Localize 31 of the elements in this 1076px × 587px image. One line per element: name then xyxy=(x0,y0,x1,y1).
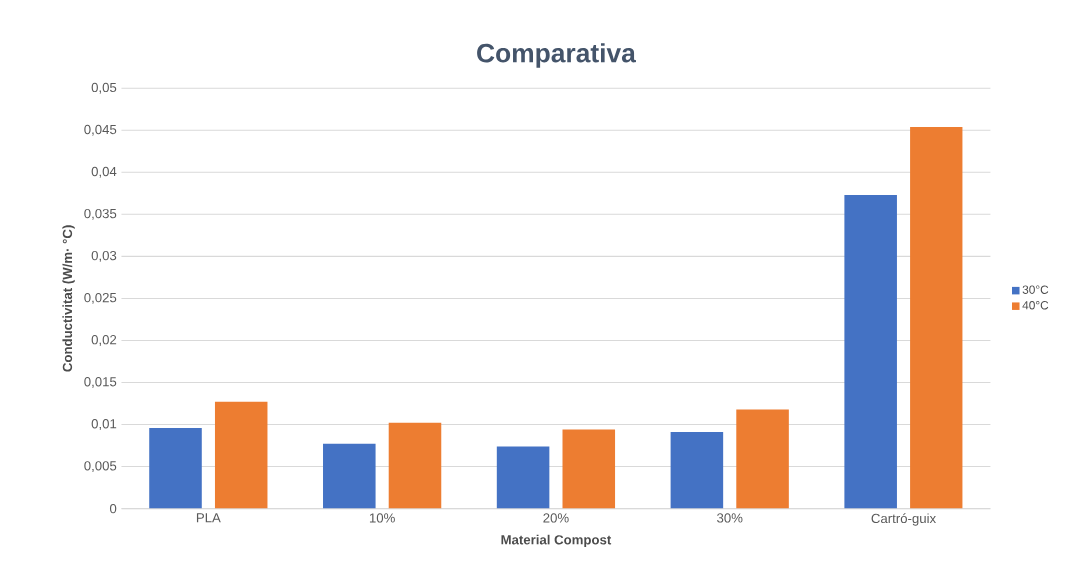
chart-title: Comparativa xyxy=(477,43,636,68)
bar xyxy=(844,194,897,509)
bar xyxy=(388,422,442,509)
y-tick-label: 0 xyxy=(109,503,117,514)
y-tick-label: 0,045 xyxy=(84,124,117,136)
y-tick-label: 0,01 xyxy=(91,419,117,430)
bar xyxy=(562,429,616,509)
x-axis-title: Material Compost xyxy=(501,534,612,548)
y-tick-label: 0,03 xyxy=(91,250,117,262)
bar xyxy=(149,427,202,509)
y-tick-label: 0,02 xyxy=(91,334,117,346)
x-tick-label: 20% xyxy=(543,513,569,523)
y-tick-label: 0,025 xyxy=(84,292,117,304)
bar xyxy=(910,126,963,509)
y-tick-label: 0,015 xyxy=(84,377,117,388)
x-tick-label: Cartró-guix xyxy=(871,513,936,526)
bar xyxy=(496,446,550,509)
x-tick-label: 10% xyxy=(369,513,395,523)
x-tick-label: PLA xyxy=(196,513,221,523)
bar xyxy=(323,443,376,509)
x-tick-label: 30% xyxy=(717,513,743,523)
y-tick-label: 0,035 xyxy=(84,208,117,220)
y-tick-label: 0,04 xyxy=(91,166,117,178)
legend-label: 40°C xyxy=(1022,301,1049,310)
y-tick-label: 0,05 xyxy=(91,82,117,94)
legend-label: 30°C xyxy=(1022,285,1049,294)
bar xyxy=(214,401,268,509)
y-axis-title: Conductivitat (W/m· °C) xyxy=(62,225,75,372)
bar xyxy=(736,409,789,509)
bar xyxy=(670,432,724,509)
y-tick-label: 0,005 xyxy=(84,461,117,472)
